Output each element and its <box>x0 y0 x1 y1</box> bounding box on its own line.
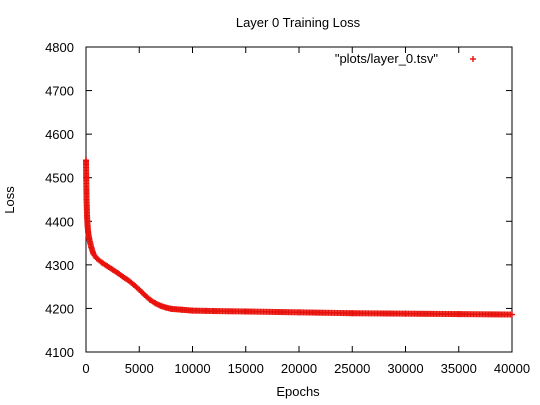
data-point <box>136 286 143 293</box>
y-tick-label: 4800 <box>45 40 74 55</box>
data-point <box>130 281 137 288</box>
x-axis-label: Epochs <box>276 384 320 399</box>
y-tick-label: 4400 <box>45 214 74 229</box>
data-point <box>296 309 302 316</box>
y-axis-label: Loss <box>2 186 17 214</box>
data-series <box>83 157 515 318</box>
data-point <box>349 310 356 317</box>
data-point <box>109 266 116 273</box>
data-point <box>84 222 91 229</box>
data-point <box>178 306 185 313</box>
y-tick-label: 4700 <box>45 84 74 99</box>
series-curve <box>83 157 514 318</box>
data-point <box>98 259 105 266</box>
y-tick-label: 4200 <box>45 301 74 316</box>
data-point <box>402 310 409 317</box>
plot-frame <box>85 46 513 353</box>
data-point <box>104 263 111 270</box>
data-point <box>83 157 89 164</box>
y-tick-label: 4300 <box>45 258 74 273</box>
data-point <box>152 300 159 307</box>
legend-label: "plots/layer_0.tsv" <box>335 51 439 66</box>
data-point <box>93 255 100 262</box>
y-tick-label: 4500 <box>45 171 74 186</box>
data-point <box>168 305 175 312</box>
y-tick-label: 4100 <box>45 345 74 360</box>
data-point <box>120 274 127 281</box>
x-tick-label: 10000 <box>174 361 210 376</box>
data-point <box>87 240 94 247</box>
data-point <box>125 277 132 284</box>
data-point <box>90 250 97 257</box>
y-tick-label: 4600 <box>45 127 74 142</box>
x-tick-label: 15000 <box>228 361 264 376</box>
x-axis: 0 5000 10000 15000 20000 25000 30000 35000 40000 <box>82 47 530 376</box>
legend-marker <box>470 56 476 62</box>
data-point <box>88 244 95 251</box>
x-tick-label: 40000 <box>494 361 530 376</box>
data-point <box>85 229 92 236</box>
chart-title: Layer 0 Training Loss <box>236 15 361 30</box>
x-tick-label: 30000 <box>387 361 423 376</box>
data-point <box>146 296 153 303</box>
data-point <box>189 307 196 314</box>
y-axis: 4100 4200 4300 4400 4500 4600 4700 4800 <box>45 40 512 360</box>
data-point <box>83 174 90 181</box>
data-point <box>157 302 164 309</box>
data-point <box>141 291 148 298</box>
data-point <box>210 308 217 315</box>
data-point <box>162 304 169 311</box>
x-tick-label: 25000 <box>334 361 370 376</box>
x-tick-label: 0 <box>82 361 89 376</box>
x-tick-label: 20000 <box>281 361 317 376</box>
data-point <box>86 235 93 242</box>
data-point <box>114 270 121 277</box>
data-point <box>84 213 91 220</box>
legend: "plots/layer_0.tsv" <box>335 51 476 66</box>
data-point <box>83 196 90 203</box>
x-tick-label: 5000 <box>125 361 154 376</box>
data-point <box>509 311 515 318</box>
data-point <box>455 311 462 318</box>
x-tick-label: 35000 <box>441 361 477 376</box>
data-point <box>242 308 249 315</box>
